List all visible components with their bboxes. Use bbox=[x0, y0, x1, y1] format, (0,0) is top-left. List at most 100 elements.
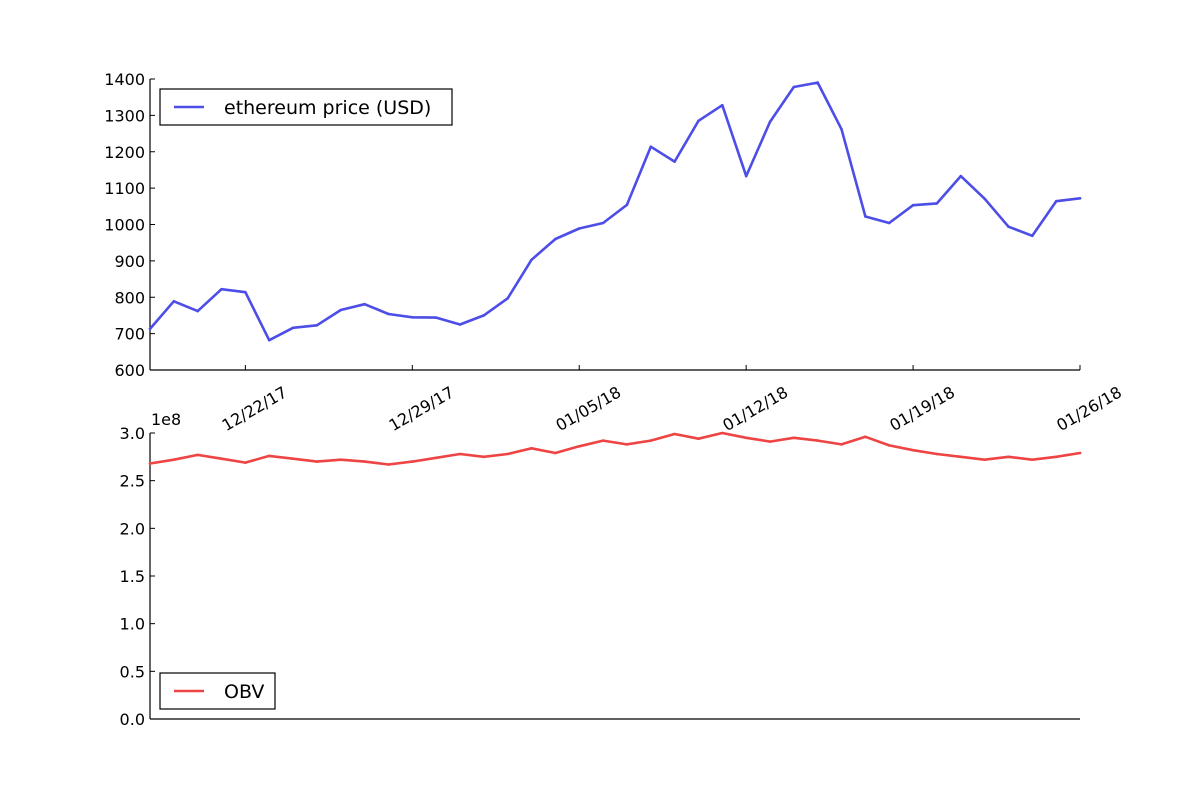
data-point bbox=[1054, 199, 1058, 203]
data-point bbox=[744, 436, 748, 440]
x-tick-label: 12/22/17 bbox=[219, 383, 291, 435]
x-tick-label: 01/12/18 bbox=[719, 383, 791, 435]
data-point bbox=[363, 302, 366, 306]
data-point bbox=[744, 174, 748, 178]
legend: OBV bbox=[159, 672, 276, 710]
legend: ethereum price (USD) bbox=[159, 88, 453, 126]
data-point bbox=[792, 436, 796, 440]
data-point bbox=[1007, 225, 1010, 228]
data-point bbox=[339, 308, 343, 312]
data-point bbox=[196, 453, 199, 457]
data-point bbox=[267, 338, 271, 342]
x-tick-label: 01/26/18 bbox=[1053, 383, 1125, 435]
y-tick-label: 2.5 bbox=[120, 472, 145, 491]
data-point bbox=[172, 458, 176, 462]
data-point bbox=[625, 443, 629, 446]
data-point bbox=[1031, 458, 1034, 462]
x-tick-label: 01/05/18 bbox=[552, 383, 624, 435]
data-point bbox=[148, 327, 152, 331]
data-point bbox=[1078, 451, 1082, 455]
data-point bbox=[673, 432, 676, 436]
data-point bbox=[673, 160, 676, 163]
data-point bbox=[291, 457, 295, 461]
data-point bbox=[363, 460, 366, 463]
data-point bbox=[554, 237, 557, 241]
obv-chart-panel: 0.0 0.5 1.0 1.5 2.0 2.5 3.0 1e8 OBV bbox=[120, 410, 1082, 729]
data-point bbox=[577, 227, 581, 230]
data-point bbox=[864, 215, 867, 218]
y-tick-label: 700 bbox=[114, 325, 145, 344]
data-point bbox=[148, 462, 152, 465]
data-point bbox=[721, 103, 724, 107]
series-line-obv bbox=[148, 431, 1082, 466]
data-point bbox=[649, 145, 653, 148]
price-chart-panel: 600 700 800 900 1000 1100 1200 1300 1400 12/22/17… bbox=[104, 70, 1125, 435]
y-tick-label: 1300 bbox=[104, 106, 145, 125]
y-tick-label: 1.5 bbox=[120, 567, 145, 586]
data-point bbox=[554, 451, 557, 455]
data-point bbox=[1007, 455, 1010, 459]
data-point bbox=[935, 452, 939, 456]
data-point bbox=[291, 326, 295, 330]
data-point bbox=[816, 81, 819, 84]
data-point bbox=[506, 452, 510, 456]
y-tick-label: 2.0 bbox=[120, 519, 145, 538]
data-point bbox=[959, 174, 963, 178]
data-point bbox=[935, 202, 939, 205]
y-tick-label: 1200 bbox=[104, 143, 145, 162]
data-point bbox=[482, 314, 486, 317]
x-tick-label: 01/19/18 bbox=[886, 383, 958, 435]
series-line-ethereum-price bbox=[148, 81, 1082, 342]
data-point bbox=[434, 456, 438, 460]
x-tick-label: 12/29/17 bbox=[386, 383, 458, 435]
y-tick-label: 0.0 bbox=[120, 710, 145, 729]
data-point bbox=[244, 461, 247, 464]
data-point bbox=[840, 127, 843, 131]
data-point bbox=[840, 443, 843, 446]
data-point bbox=[864, 435, 867, 439]
data-point bbox=[196, 309, 199, 313]
data-point bbox=[959, 455, 963, 459]
y-tick-label: 600 bbox=[114, 361, 145, 380]
data-point bbox=[172, 300, 176, 303]
data-point bbox=[530, 258, 533, 262]
data-point bbox=[887, 444, 891, 447]
data-point bbox=[768, 120, 772, 124]
data-point bbox=[482, 455, 486, 459]
data-point bbox=[911, 203, 915, 207]
legend-label: ethereum price (USD) bbox=[224, 97, 431, 119]
data-point bbox=[911, 448, 915, 452]
y-tick-label: 800 bbox=[114, 288, 145, 307]
data-point bbox=[625, 203, 629, 207]
y-tick-label: 900 bbox=[114, 252, 145, 271]
data-point bbox=[530, 447, 533, 450]
data-point bbox=[387, 312, 390, 316]
data-point bbox=[601, 221, 605, 225]
data-point bbox=[649, 439, 653, 442]
data-point bbox=[411, 460, 414, 463]
data-point bbox=[1078, 197, 1082, 200]
data-point bbox=[458, 452, 462, 456]
data-point bbox=[387, 463, 390, 466]
y-tick-label: 1400 bbox=[104, 70, 145, 89]
y-tick-label: 1100 bbox=[104, 179, 145, 198]
data-point bbox=[315, 460, 319, 463]
y-tick-label: 0.5 bbox=[120, 662, 145, 681]
data-point bbox=[697, 437, 700, 441]
data-point bbox=[244, 290, 247, 294]
data-point bbox=[411, 316, 414, 319]
data-point bbox=[983, 197, 986, 200]
y-tick-label: 1.0 bbox=[120, 615, 145, 634]
legend-label: OBV bbox=[224, 681, 264, 703]
data-point bbox=[220, 287, 223, 291]
data-point bbox=[577, 445, 581, 448]
data-point bbox=[983, 458, 986, 462]
y-tick-label: 1000 bbox=[104, 216, 145, 235]
y-tick-label: 3.0 bbox=[120, 424, 145, 443]
data-point bbox=[315, 324, 319, 327]
y-axis-offset-label: 1e8 bbox=[151, 410, 181, 429]
legend-box bbox=[159, 88, 453, 126]
data-point bbox=[601, 439, 605, 442]
